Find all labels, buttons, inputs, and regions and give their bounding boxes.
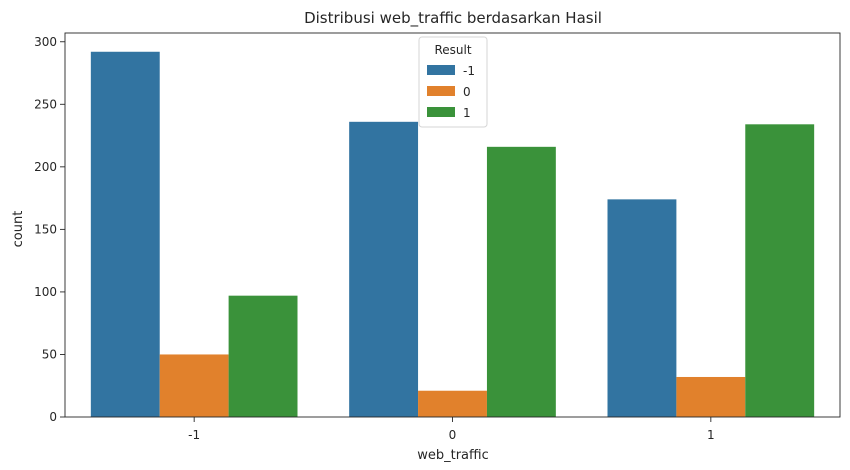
y-tick-label: 0 xyxy=(49,410,57,424)
chart-title: Distribusi web_traffic berdasarkan Hasil xyxy=(304,9,602,28)
legend-box xyxy=(418,36,488,128)
legend: Result -1 0 1 xyxy=(418,36,488,128)
legend-label-1: 0 xyxy=(463,85,471,99)
bar-series-0-cat-1 xyxy=(349,121,419,418)
y-tick-label: 200 xyxy=(34,160,57,174)
bar-series-2-cat-2 xyxy=(745,124,815,417)
bar-series-2-cat-0 xyxy=(228,295,298,417)
y-tick-label: 50 xyxy=(42,347,57,361)
legend-swatch-1 xyxy=(427,86,455,96)
bar-series-2-cat-1 xyxy=(486,146,556,417)
bar-series-0-cat-2 xyxy=(607,199,677,417)
x-tick-label: 0 xyxy=(449,428,457,442)
y-tick-label: 300 xyxy=(34,35,57,49)
bar-series-1-cat-2 xyxy=(676,376,746,417)
y-axis-label: count xyxy=(11,211,26,248)
legend-title: Result xyxy=(434,43,471,57)
legend-swatch-2 xyxy=(427,107,455,117)
legend-swatch-0 xyxy=(427,65,455,75)
bar-series-1-cat-0 xyxy=(159,354,229,417)
x-axis-label: web_traffic xyxy=(417,448,489,463)
plot-area: 0 50 100 150 200 250 300 -1 0 1 xyxy=(34,32,841,442)
bar-series-0-cat-0 xyxy=(90,51,160,418)
y-tick-label: 150 xyxy=(34,222,57,236)
legend-label-0: -1 xyxy=(463,64,475,78)
bar-series-1-cat-1 xyxy=(418,390,487,417)
x-tick-label: -1 xyxy=(188,428,200,442)
y-tick-label: 250 xyxy=(34,97,57,111)
y-tick-label: 100 xyxy=(34,285,57,299)
legend-label-2: 1 xyxy=(463,106,471,120)
x-tick-label: 1 xyxy=(707,428,715,442)
